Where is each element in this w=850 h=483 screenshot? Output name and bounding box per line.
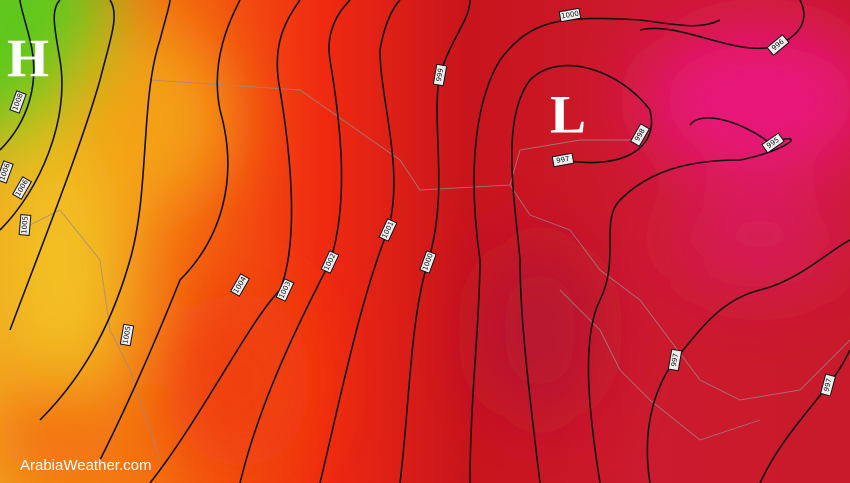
isobar-label: 995: [761, 132, 785, 154]
isobar-label: 1008: [9, 90, 27, 114]
isobar-label: 1001: [378, 218, 398, 242]
brand: ArabiaWeather.com: [20, 457, 151, 474]
isobar-label: 1006: [0, 160, 14, 184]
isobar-value: 997: [556, 155, 571, 165]
isobar-label: 996: [766, 34, 790, 56]
isobar-value: 997: [670, 353, 680, 368]
borders: [19, 79, 850, 461]
high-pressure-center: H: [7, 28, 49, 88]
isobar-label: 1005: [18, 214, 32, 236]
label-box: [667, 348, 683, 372]
isobar-label: 997: [551, 152, 575, 168]
isobar-value: 1005: [122, 326, 133, 345]
isobar-label: 997: [819, 373, 837, 397]
label-box: [558, 7, 582, 23]
label-box: [229, 273, 251, 297]
label-box: [766, 34, 790, 56]
label-box: [629, 123, 651, 147]
isobar-value: 1000: [561, 10, 580, 21]
isobar-label: 1002: [320, 250, 340, 274]
isobar-label: 997: [667, 348, 683, 372]
label-box: [9, 90, 27, 114]
label-box: [551, 152, 575, 168]
low-pressure-center: L: [550, 84, 586, 144]
label-box: [819, 373, 837, 397]
isobar-value: 997: [822, 378, 833, 393]
label-box: [320, 250, 340, 274]
label-box: [18, 214, 32, 236]
label-box: [11, 176, 33, 200]
isobar-label: 1003: [275, 278, 295, 302]
isobar-value: 1006: [0, 162, 12, 182]
isobar-label: 1005: [119, 323, 135, 347]
label-box: [419, 250, 437, 274]
isobar-value: 999: [435, 68, 445, 83]
label-box: [0, 160, 14, 184]
isobar-value: 1005: [20, 216, 30, 234]
label-box: [275, 278, 295, 302]
isobar-label: 998: [629, 123, 651, 147]
label-box: [432, 63, 448, 87]
label-box: [378, 218, 398, 242]
isobar-label: 999: [432, 63, 448, 87]
isobar-label: 1000: [558, 7, 582, 23]
label-box: [119, 323, 135, 347]
isobar-label: 1000: [419, 250, 437, 274]
label-box: [761, 132, 785, 154]
